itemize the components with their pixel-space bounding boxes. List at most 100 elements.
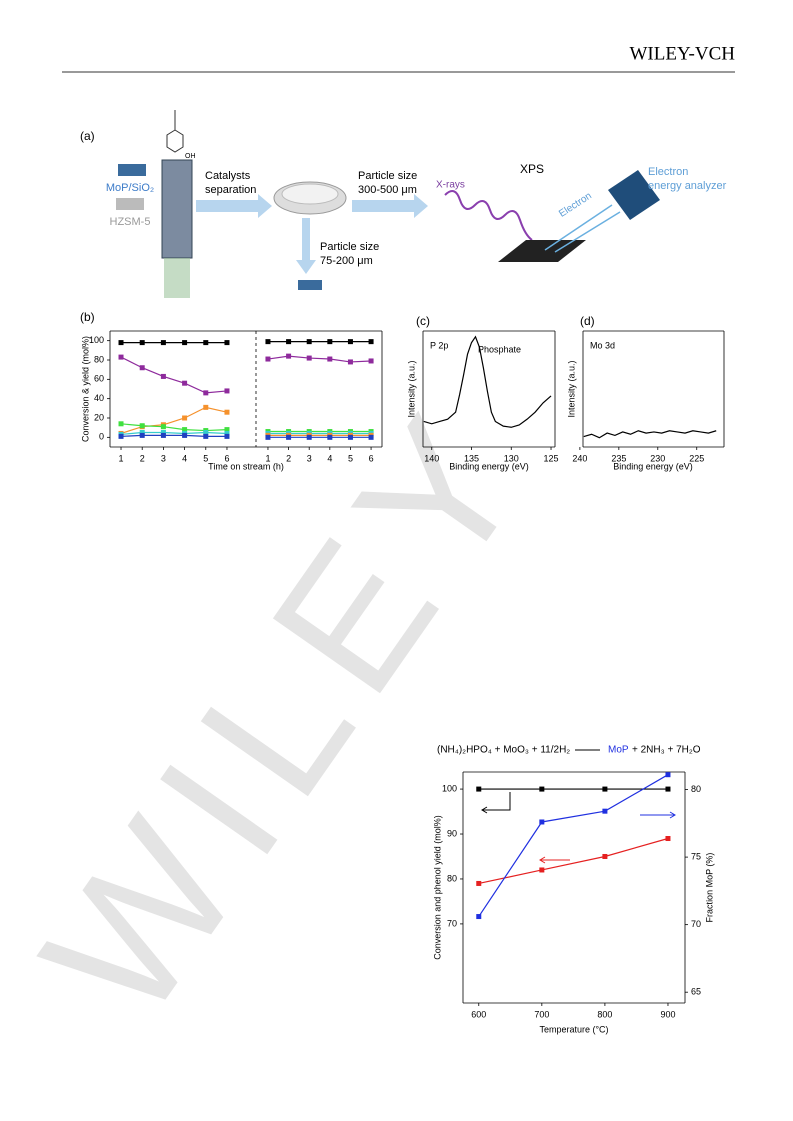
marker: [182, 432, 188, 438]
analyzer: [608, 170, 660, 220]
marker: [665, 772, 671, 778]
y2-tick-label: 65: [691, 987, 701, 997]
y-tick-label: 0: [99, 432, 104, 442]
axis-arrow: [481, 792, 511, 814]
marker: [602, 786, 608, 792]
step-label: 75-200 μm: [320, 255, 373, 267]
x-axis-label: Temperature (°C): [539, 1024, 608, 1034]
x-tick-label: 700: [534, 1009, 549, 1019]
x-axis-label: Binding energy (eV): [613, 461, 693, 471]
x-tick-label: 1: [119, 453, 124, 463]
step-label: separation: [205, 184, 256, 196]
axis-arrow: [640, 811, 676, 819]
x-tick-label: 5: [348, 453, 353, 463]
series-line: [120, 423, 227, 432]
zeolite-icon: [116, 198, 144, 210]
y-axis-label: Conversion and phenol yield (mol%): [432, 815, 442, 960]
x-tick-label: 900: [660, 1009, 675, 1019]
marker: [602, 853, 608, 859]
y-tick-label: 40: [94, 393, 104, 403]
series-line: [423, 335, 552, 428]
marker: [476, 786, 482, 792]
x-tick-label: 130: [504, 453, 519, 463]
marker: [476, 880, 482, 886]
y-tick-label: 100: [442, 783, 457, 793]
marker: [203, 404, 209, 410]
annotation: Mo 3d: [590, 340, 615, 350]
marker: [139, 430, 145, 435]
oh: OH: [185, 153, 196, 160]
y-tick-label: 90: [447, 828, 457, 838]
x-tick-label: 140: [424, 453, 439, 463]
figure-a: (a) MoP/SiO₂ HZSM-5 OH Catalysts separat…: [80, 110, 727, 298]
series-line: [478, 774, 669, 917]
marker: [265, 356, 271, 362]
marker: [286, 353, 292, 359]
marker: [118, 421, 124, 427]
arrow: [196, 194, 272, 218]
marker: [665, 786, 671, 792]
marker: [286, 339, 292, 345]
marker: [224, 430, 230, 436]
y-tick-label: 20: [94, 412, 104, 422]
marker: [160, 432, 166, 438]
marker: [139, 423, 145, 429]
xrays-label: X-rays: [436, 180, 465, 191]
marker: [306, 434, 312, 440]
x-tick-label: 6: [369, 453, 374, 463]
marker: [224, 427, 230, 433]
marker: [139, 340, 145, 346]
x-tick-label: 1: [265, 453, 270, 463]
publisher: WILEY-VCH: [629, 43, 735, 64]
marker: [118, 354, 124, 360]
marker: [539, 867, 545, 873]
step-label: Catalysts: [205, 170, 251, 182]
marker: [139, 365, 145, 371]
panel-label: (d): [580, 314, 595, 328]
equation: + 2NH₃ + 7H₂O: [632, 745, 701, 756]
marker: [160, 340, 166, 346]
marker: [347, 434, 353, 440]
series-line: [120, 434, 227, 437]
marker: [327, 339, 333, 345]
x-tick-label: 2: [140, 453, 145, 463]
panel-label: (a): [80, 129, 95, 143]
electron-label: Electron: [557, 191, 594, 220]
marker: [182, 427, 188, 433]
x-tick-label: 3: [161, 453, 166, 463]
axis-arrow: [539, 856, 570, 864]
marker: [368, 339, 374, 345]
series-line: [478, 837, 669, 885]
x-tick-label: 225: [689, 453, 704, 463]
electron-beam: [554, 211, 621, 253]
marker: [182, 380, 188, 386]
analyzer-label: energy analyzer: [648, 180, 727, 192]
analyzer-label: Electron: [648, 166, 688, 178]
x-tick-label: 135: [464, 453, 479, 463]
series-line: [583, 430, 717, 439]
x-tick-label: 125: [544, 453, 559, 463]
y-axis-label: Intensity (a.u.): [406, 360, 416, 417]
series-line: [120, 431, 227, 436]
marker: [160, 424, 166, 430]
y-tick-label: 60: [94, 374, 104, 384]
y2-tick-label: 75: [691, 851, 701, 861]
marker: [286, 434, 292, 440]
marker: [118, 433, 124, 439]
marker: [368, 358, 374, 364]
step-label: 300-500 μm: [358, 184, 417, 196]
marker: [539, 786, 545, 792]
marker: [118, 340, 124, 346]
x-tick-label: 230: [650, 453, 665, 463]
equation-product: MoP: [608, 745, 629, 756]
y-axis-label: Intensity (a.u.): [566, 360, 576, 417]
series-line: [120, 356, 228, 394]
xray-wave: [444, 190, 533, 241]
marker: [327, 356, 333, 362]
molecule: [166, 110, 184, 153]
x-tick-label: 3: [307, 453, 312, 463]
x-tick-label: 600: [471, 1009, 486, 1019]
annotation: P 2p: [430, 340, 448, 350]
x-axis-label: Binding energy (eV): [449, 461, 529, 471]
